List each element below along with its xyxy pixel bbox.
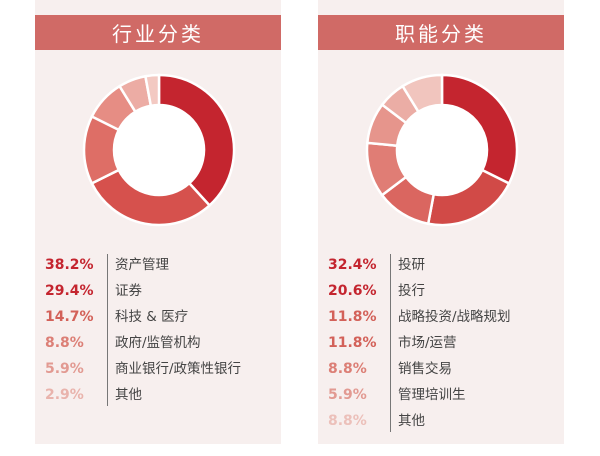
donut-slice [157, 73, 236, 208]
legend-label: 投行 [398, 283, 425, 299]
donut-slice [400, 73, 444, 114]
industry-legend-divider [107, 254, 108, 406]
donut-slice [90, 168, 212, 227]
legend-label: 销售交易 [398, 361, 452, 377]
legend-label: 其他 [398, 413, 425, 429]
legend-label: 管理培训生 [398, 387, 466, 403]
legend-value: 8.8% [45, 335, 84, 351]
industry-title: 行业分类 [35, 15, 281, 50]
legend-value: 5.9% [45, 361, 84, 377]
legend-value: 8.8% [328, 361, 367, 377]
legend-label: 科技 & 医疗 [115, 309, 189, 325]
function-title: 职能分类 [318, 15, 564, 50]
legend-row: 32.4% 投研 [318, 252, 564, 278]
legend-label: 政府/监管机构 [115, 335, 201, 351]
donut-slice [440, 73, 519, 186]
function-panel: 职能分类 32.4% 投研 20.6% 投行 11.8% 战略投资/战略规划 11.8% 市场… [318, 0, 564, 444]
industry-donut-chart [82, 73, 236, 227]
legend-row: 20.6% 投行 [318, 278, 564, 304]
legend-row: 2.9% 其他 [35, 382, 281, 408]
donut-slice [143, 73, 161, 108]
donut-hole [115, 106, 203, 194]
legend-label: 其他 [115, 387, 142, 403]
legend-value: 5.9% [328, 387, 367, 403]
legend-row: 8.8% 其他 [318, 408, 564, 434]
legend-row: 8.8% 销售交易 [318, 356, 564, 382]
legend-value: 20.6% [328, 283, 377, 299]
legend-row: 29.4% 证券 [35, 278, 281, 304]
legend-label: 资产管理 [115, 257, 169, 273]
legend-label: 商业银行/政策性银行 [115, 361, 242, 377]
legend-row: 8.8% 政府/监管机构 [35, 330, 281, 356]
legend-row: 14.7% 科技 & 医疗 [35, 304, 281, 330]
legend-label: 投研 [398, 257, 425, 273]
legend-value: 29.4% [45, 283, 94, 299]
legend-value: 2.9% [45, 387, 84, 403]
legend-value: 8.8% [328, 413, 367, 429]
legend-label: 证券 [115, 283, 142, 299]
legend-row: 11.8% 战略投资/战略规划 [318, 304, 564, 330]
legend-row: 5.9% 管理培训生 [318, 382, 564, 408]
industry-panel: 行业分类 38.2% 资产管理 29.4% 证券 14.7% 科技 & 医疗 8.8% 政府/… [35, 0, 281, 444]
legend-value: 11.8% [328, 309, 377, 325]
legend-value: 38.2% [45, 257, 94, 273]
legend-value: 32.4% [328, 257, 377, 273]
donut-hole [398, 106, 486, 194]
function-legend-divider [390, 254, 391, 432]
legend-value: 11.8% [328, 335, 377, 351]
function-donut-chart [365, 73, 519, 227]
legend-label: 战略投资/战略规划 [398, 309, 511, 325]
legend-value: 14.7% [45, 309, 94, 325]
legend-row: 38.2% 资产管理 [35, 252, 281, 278]
legend-label: 市场/运营 [398, 335, 457, 351]
legend-row: 11.8% 市场/运营 [318, 330, 564, 356]
legend-row: 5.9% 商业银行/政策性银行 [35, 356, 281, 382]
